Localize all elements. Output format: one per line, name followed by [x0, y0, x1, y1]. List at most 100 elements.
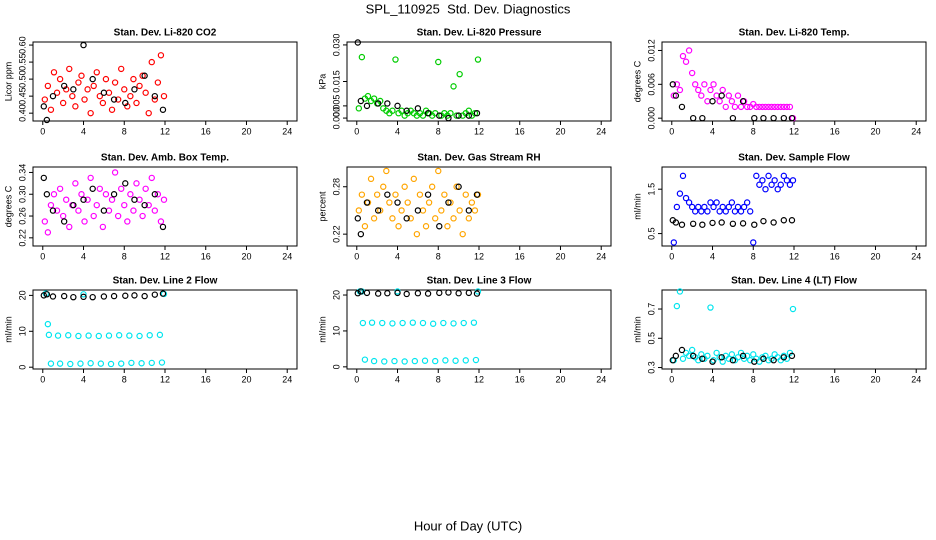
point — [60, 292, 68, 300]
point — [447, 199, 454, 206]
point — [728, 199, 736, 206]
y-tick-label: 0.26 — [17, 207, 27, 225]
point — [729, 220, 737, 228]
x-tick-label: 16 — [830, 251, 840, 261]
point — [734, 92, 742, 99]
point — [75, 332, 82, 340]
point — [90, 82, 97, 90]
point — [685, 352, 693, 360]
point — [43, 191, 51, 198]
x-tick-label: 12 — [789, 374, 799, 384]
x-tick-label: 20 — [555, 374, 565, 384]
point — [133, 180, 140, 187]
point — [737, 103, 745, 111]
point — [440, 319, 447, 327]
point — [47, 360, 55, 367]
point — [783, 355, 791, 362]
point — [731, 103, 739, 111]
point — [81, 218, 88, 225]
point — [377, 207, 384, 214]
figure-title: SPL_110925 Std. Dev. Diagnostics — [366, 1, 571, 16]
point — [80, 196, 87, 203]
x-tick-label: 8 — [122, 126, 127, 136]
point — [462, 357, 469, 364]
point — [456, 70, 463, 78]
point — [765, 103, 772, 111]
point — [725, 203, 733, 211]
point — [689, 220, 697, 228]
point — [716, 354, 723, 361]
point — [678, 346, 686, 354]
point — [414, 290, 422, 297]
y-axis-label: percent — [317, 191, 327, 222]
point — [442, 357, 449, 364]
point — [100, 207, 108, 214]
panel-title: Stan. Dev. Gas Stream RH — [417, 153, 540, 164]
point — [389, 215, 396, 222]
point — [713, 199, 720, 206]
x-tick-label: 8 — [436, 126, 441, 136]
y-tick-label: 0.55 — [17, 53, 27, 71]
point — [128, 359, 135, 367]
point — [354, 215, 361, 222]
point — [159, 106, 167, 113]
point — [695, 203, 702, 211]
point — [698, 92, 705, 99]
x-tick-label: 4 — [710, 126, 715, 136]
point — [361, 356, 369, 363]
point — [470, 319, 478, 326]
panel-title: Stan. Dev. Amb. Box Temp. — [101, 153, 229, 164]
x-tick-label: 0 — [354, 251, 359, 261]
y-tick-label: 1.5 — [646, 183, 656, 196]
point — [780, 114, 788, 122]
point — [70, 86, 77, 93]
point — [44, 229, 52, 236]
point — [159, 290, 167, 297]
point — [414, 105, 422, 112]
point — [148, 58, 155, 66]
y-tick-label: 0.000 — [331, 107, 341, 130]
point — [115, 332, 123, 339]
point — [370, 357, 378, 365]
point — [53, 89, 61, 96]
x-tick-label: 0 — [669, 251, 674, 261]
point — [114, 96, 122, 103]
point — [380, 183, 387, 190]
point — [89, 293, 96, 301]
panel-title: Stan. Dev. Line 4 (LT) Flow — [731, 276, 857, 287]
point — [679, 355, 687, 362]
point — [56, 75, 64, 83]
x-tick-label: 16 — [515, 251, 525, 261]
point — [40, 292, 47, 299]
point — [471, 109, 479, 117]
point — [105, 207, 113, 214]
point — [731, 208, 739, 215]
x-tick-label: 4 — [395, 251, 400, 261]
x-tick-label: 20 — [241, 374, 251, 384]
point — [107, 360, 115, 368]
point — [156, 331, 164, 339]
panel-title: Stan. Dev. Sample Flow — [738, 153, 850, 164]
point — [151, 207, 159, 214]
point — [386, 199, 393, 206]
point — [413, 230, 421, 238]
point — [84, 196, 91, 203]
point — [722, 208, 729, 215]
x-tick-label: 12 — [789, 251, 799, 261]
point — [102, 75, 110, 83]
x-tick-label: 12 — [474, 251, 484, 261]
point — [704, 208, 711, 215]
point — [716, 208, 723, 215]
point — [154, 79, 162, 86]
point — [110, 292, 118, 300]
point — [771, 103, 778, 111]
point — [368, 319, 376, 326]
point — [734, 203, 742, 211]
point — [783, 103, 791, 111]
point — [407, 215, 414, 222]
point — [66, 65, 73, 73]
point — [130, 75, 137, 83]
y-tick-label: 0.22 — [17, 229, 27, 247]
point — [673, 302, 681, 310]
